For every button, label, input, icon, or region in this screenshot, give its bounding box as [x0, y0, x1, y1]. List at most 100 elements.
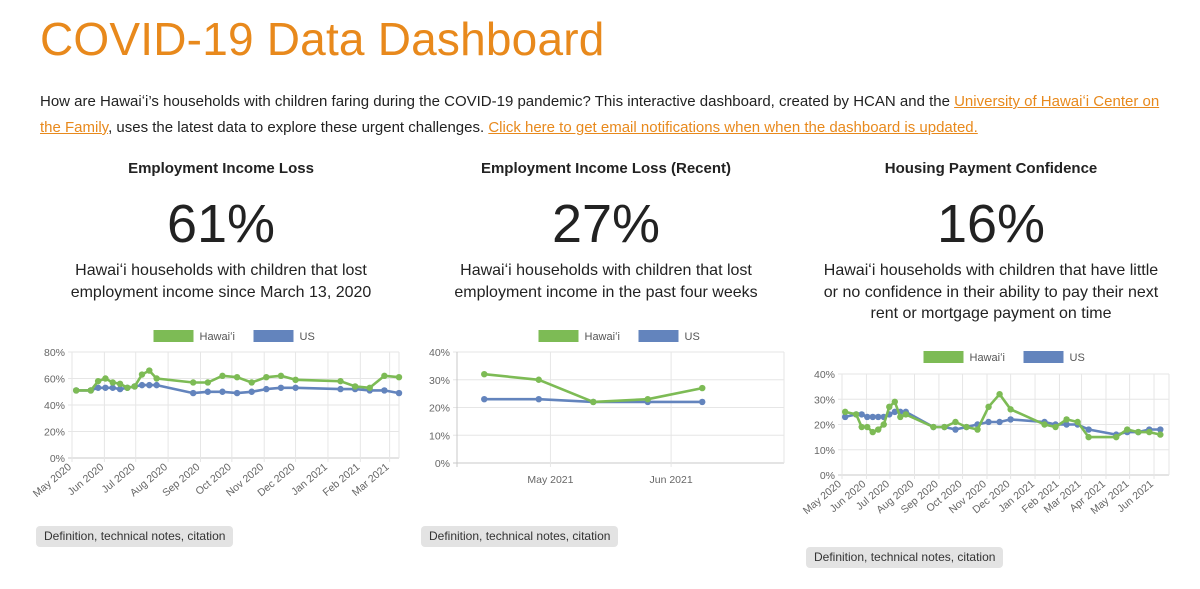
- data-point-hawaii: [87, 387, 95, 394]
- data-point-hawaii: [1135, 428, 1142, 436]
- data-point-hawaii: [248, 379, 255, 386]
- y-tick-label: 10%: [814, 445, 835, 457]
- data-point-us: [263, 385, 270, 393]
- data-point-hawaii: [869, 428, 876, 436]
- legend-label-us: US: [1070, 352, 1085, 364]
- data-point-hawaii: [902, 411, 910, 418]
- data-point-hawaii: [1052, 423, 1059, 431]
- y-tick-label: 40%: [814, 369, 835, 381]
- legend-swatch-us: [1023, 351, 1064, 363]
- y-tick-label: 20%: [44, 427, 65, 439]
- chart-employment-income-loss: Hawaiʻi US 0% 20% 40% 60% 80% May 2020 Jun 2020 J…: [31, 328, 406, 508]
- legend-swatch-us: [638, 330, 679, 342]
- data-point-hawaii: [109, 379, 116, 386]
- panel-title: Employment Income Loss (Recent): [480, 160, 732, 177]
- definition-notes-button[interactable]: Definition, technical notes, citation: [421, 526, 619, 547]
- data-point-hawaii: [1157, 431, 1164, 438]
- chart-employment-income-loss-recent: Hawaiʻi US 0% 10% 20% 30% 40% May 2021 Jun 2021: [421, 328, 791, 508]
- panel-title: Employment Income Loss: [128, 160, 314, 177]
- legend-label-hawaii: Hawaiʻi: [970, 352, 1005, 364]
- data-point-us: [102, 384, 109, 391]
- center-on-the-family-link[interactable]: University of Hawaiʻi Center on the Fami…: [40, 93, 1160, 136]
- data-point-hawaii: [864, 423, 871, 431]
- data-point-hawaii: [395, 373, 403, 381]
- x-tick-label: Jun 2021: [649, 474, 692, 486]
- data-point-us: [875, 413, 882, 421]
- data-point-hawaii: [985, 403, 992, 411]
- data-point-us: [292, 384, 299, 391]
- panel-employment-income-loss-recent: Employment Income Loss (Recent) 27% Hawa…: [421, 160, 791, 580]
- intro-text-2: , uses the latest data to explore these …: [108, 119, 489, 136]
- data-point-us: [337, 385, 344, 393]
- y-tick-label: 10%: [429, 430, 450, 442]
- panel-description: Hawaiʻi households with children that ha…: [823, 262, 1159, 322]
- headline-value: 61%: [166, 194, 276, 254]
- data-point-us: [481, 395, 488, 403]
- legend-swatch-us: [253, 330, 294, 342]
- data-point-hawaii: [292, 376, 299, 384]
- panel-employment-income-loss: Employment Income Loss 61% Hawaiʻi house…: [31, 160, 406, 580]
- data-point-us: [869, 413, 876, 421]
- data-point-hawaii: [590, 398, 597, 406]
- data-point-us: [277, 384, 285, 391]
- data-point-hawaii: [952, 418, 959, 426]
- data-point-us: [395, 389, 403, 397]
- data-point-hawaii: [875, 426, 882, 433]
- data-point-us: [116, 385, 124, 393]
- data-point-hawaii: [1113, 433, 1120, 441]
- data-point-hawaii: [699, 384, 706, 392]
- headline-value: 27%: [551, 194, 661, 254]
- data-point-us: [1085, 426, 1092, 433]
- data-point-hawaii: [941, 423, 948, 431]
- y-tick-label: 0%: [435, 458, 450, 470]
- data-point-us: [153, 381, 160, 389]
- data-point-us: [996, 418, 1003, 426]
- data-point-hawaii: [886, 403, 893, 411]
- panel-description: Hawaiʻi households with children that lo…: [70, 262, 372, 301]
- data-point-us: [204, 388, 212, 395]
- data-point-us: [1063, 421, 1070, 428]
- data-point-hawaii: [1063, 416, 1070, 423]
- data-point-us: [535, 395, 542, 403]
- y-tick-label: 80%: [44, 347, 65, 359]
- definition-notes-button[interactable]: Definition, technical notes, citation: [806, 547, 1004, 568]
- data-point-us: [891, 408, 898, 416]
- data-point-hawaii: [880, 421, 887, 428]
- data-point-us: [189, 389, 197, 397]
- data-point-hawaii: [644, 395, 651, 403]
- x-tick-label: May 2020: [31, 461, 74, 500]
- y-tick-label: 60%: [44, 374, 65, 386]
- data-point-hawaii: [891, 398, 898, 405]
- legend-label-us: US: [685, 331, 700, 343]
- data-point-hawaii: [263, 373, 270, 381]
- data-point-us: [109, 384, 116, 391]
- data-point-hawaii: [116, 380, 124, 387]
- data-point-us: [699, 398, 706, 406]
- data-point-hawaii: [124, 384, 131, 391]
- data-point-hawaii: [481, 371, 488, 378]
- y-tick-label: 20%: [429, 403, 450, 415]
- y-tick-label: 0%: [820, 470, 835, 482]
- data-point-hawaii: [852, 411, 860, 418]
- data-point-hawaii: [219, 372, 226, 380]
- panel-description: Hawaiʻi households with children that lo…: [454, 262, 758, 301]
- legend-swatch-hawaii: [538, 330, 579, 342]
- page-title: COVID-19 Data Dashboard: [40, 13, 605, 65]
- data-point-hawaii: [189, 379, 197, 386]
- panel-housing-payment-confidence: Housing Payment Confidence 16% Hawaiʻi h…: [801, 160, 1176, 580]
- data-point-us: [1157, 426, 1164, 433]
- data-point-hawaii: [153, 375, 160, 382]
- panel-title: Housing Payment Confidence: [884, 160, 1098, 177]
- legend-label-hawaii: Hawaiʻi: [200, 331, 235, 343]
- y-tick-label: 30%: [429, 375, 450, 387]
- legend-swatch-hawaii: [923, 351, 964, 363]
- email-notifications-link[interactable]: Click here to get email notifications wh…: [488, 119, 978, 136]
- data-point-hawaii: [1146, 428, 1153, 436]
- definition-notes-button[interactable]: Definition, technical notes, citation: [36, 526, 234, 547]
- data-point-us: [94, 384, 102, 391]
- data-point-hawaii: [535, 376, 542, 383]
- data-point-us: [841, 413, 849, 421]
- legend-label-us: US: [300, 331, 315, 343]
- data-point-hawaii: [1074, 418, 1081, 426]
- data-point-hawaii: [131, 383, 138, 390]
